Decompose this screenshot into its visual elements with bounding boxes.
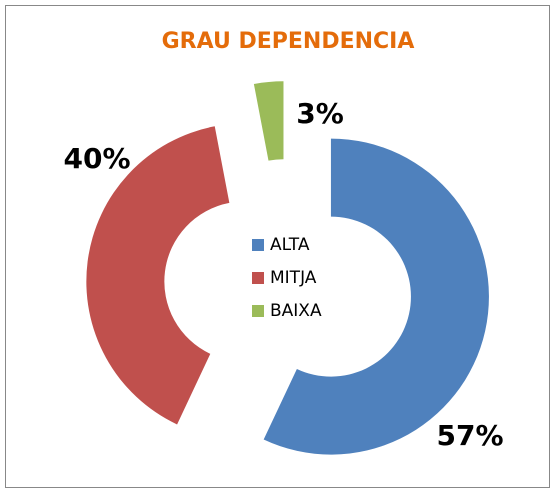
legend-swatch [252,305,264,317]
legend-swatch [252,239,264,251]
donut-segment [263,138,489,455]
legend-label: BAIXA [270,301,322,321]
donut-segment [86,126,230,425]
donut-segment [253,81,284,161]
legend-label: ALTA [270,235,310,255]
chart-title: GRAU DEPENDENCIA [162,29,415,54]
data-label: 40% [63,142,130,175]
data-label: 57% [436,419,503,452]
data-label: 3% [296,97,344,130]
legend-label: MITJA [270,268,317,288]
legend-swatch [252,272,264,284]
